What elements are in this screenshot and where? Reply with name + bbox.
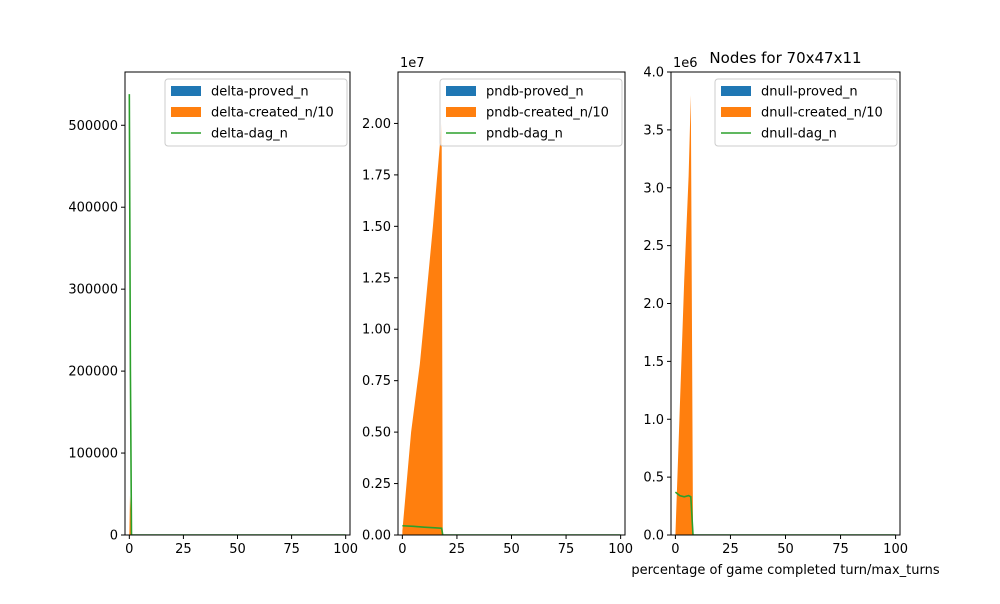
y-tick-label: 1.0 xyxy=(643,413,664,428)
y-tick-label: 300000 xyxy=(68,283,118,298)
legend-label: delta-dag_n xyxy=(211,127,288,142)
chart-panel-2: 0 25 50 75 100 0.00 0.25 0.50 0.75 1.00 1.25 1.50 1.… xyxy=(362,56,633,557)
legend: pndb-proved_n pndb-created_n/10 pndb-dag_n xyxy=(439,78,623,147)
legend-label: pndb-proved_n xyxy=(486,85,584,100)
y-tick-label: 1.75 xyxy=(362,168,391,183)
y-tick-label: 0.50 xyxy=(362,426,391,441)
y-tick-label: 2.00 xyxy=(362,117,391,132)
legend-label: dnull-created_n/10 xyxy=(761,106,883,121)
y-tick-label: 0.75 xyxy=(362,374,391,389)
x-tick-label: 75 xyxy=(558,542,575,557)
legend-box xyxy=(714,78,898,147)
x-tick-label: 0 xyxy=(671,542,679,557)
plot-area xyxy=(128,94,346,535)
legend-label: dnull-proved_n xyxy=(761,85,858,100)
chart-panel-1: 0 25 50 75 100 0 100000 200000 300000 400000 50000… xyxy=(68,71,358,557)
x-tick-label: 50 xyxy=(777,542,794,557)
chart-panel-3: 0 25 50 75 100 0.0 0.5 1.0 1.5 2.0 2.5 3.0 3.5 4.0 1e6… xyxy=(631,49,940,578)
x-tick-label: 0 xyxy=(398,542,406,557)
x-tick-label: 75 xyxy=(283,542,300,557)
legend-label: delta-created_n/10 xyxy=(211,106,334,121)
x-axis-label: percentage of game completed turn/max_tu… xyxy=(631,563,940,578)
x-tick-label: 100 xyxy=(883,542,908,557)
x-tick-label: 75 xyxy=(832,542,849,557)
plot-area xyxy=(402,123,621,535)
y-tick-label: 200000 xyxy=(68,365,118,380)
legend: delta-proved_n delta-created_n/10 delta-da… xyxy=(164,78,348,147)
legend: dnull-proved_n dnull-created_n/10 dnull-da… xyxy=(714,78,898,147)
y-tick-label: 0.5 xyxy=(643,471,664,486)
legend-swatch xyxy=(721,86,751,96)
legend-swatch xyxy=(446,107,476,117)
y-tick-label: 1.5 xyxy=(643,355,664,370)
legend-label: delta-proved_n xyxy=(211,85,309,100)
legend-box xyxy=(164,78,348,147)
y-tick-label: 100000 xyxy=(68,447,118,462)
legend-label: pndb-dag_n xyxy=(486,127,563,142)
x-tick-label: 50 xyxy=(503,542,520,557)
x-tick-label: 25 xyxy=(722,542,739,557)
legend-label: dnull-dag_n xyxy=(761,127,837,142)
series-line-pndb-dag_n xyxy=(402,524,621,535)
y-offset-text: 1e6 xyxy=(673,56,698,71)
y-tick-label: 0 xyxy=(110,529,118,544)
y-tick-label: 400000 xyxy=(68,201,118,216)
y-tick-label: 3.0 xyxy=(643,181,664,196)
legend-swatch xyxy=(446,86,476,96)
legend-swatch xyxy=(721,107,751,117)
y-tick-label: 3.5 xyxy=(643,123,664,138)
y-tick-label: 500000 xyxy=(68,119,118,134)
y-tick-label: 1.50 xyxy=(362,220,391,235)
series-line-delta-dag_n xyxy=(128,94,346,535)
y-tick-label: 2.0 xyxy=(643,297,664,312)
x-tick-label: 100 xyxy=(608,542,633,557)
y-tick-label: 2.5 xyxy=(643,239,664,254)
y-tick-label: 1.00 xyxy=(362,323,391,338)
plot-area xyxy=(674,95,896,535)
x-tick-label: 0 xyxy=(125,542,133,557)
legend-swatch xyxy=(171,107,201,117)
x-tick-label: 25 xyxy=(449,542,466,557)
legend-swatch xyxy=(171,86,201,96)
x-tick-label: 25 xyxy=(175,542,192,557)
legend-box xyxy=(439,78,623,147)
series-area-dnull-created_n/10 xyxy=(675,95,896,535)
y-tick-label: 0.00 xyxy=(362,529,391,544)
legend-label: pndb-created_n/10 xyxy=(486,106,609,121)
y-tick-label: 1.25 xyxy=(362,271,391,286)
series-area-delta-created_n/10 xyxy=(129,495,346,535)
y-tick-label: 0.0 xyxy=(643,529,664,544)
y-offset-text: 1e7 xyxy=(400,56,425,71)
y-tick-label: 0.25 xyxy=(362,477,391,492)
series-line-dnull-dag_n xyxy=(674,491,896,535)
y-tick-label: 4.0 xyxy=(643,66,664,81)
x-tick-label: 50 xyxy=(229,542,246,557)
chart-title: Nodes for 70x47x11 xyxy=(709,49,861,67)
x-tick-label: 100 xyxy=(333,542,358,557)
series-area-pndb-created_n/10 xyxy=(402,123,621,535)
